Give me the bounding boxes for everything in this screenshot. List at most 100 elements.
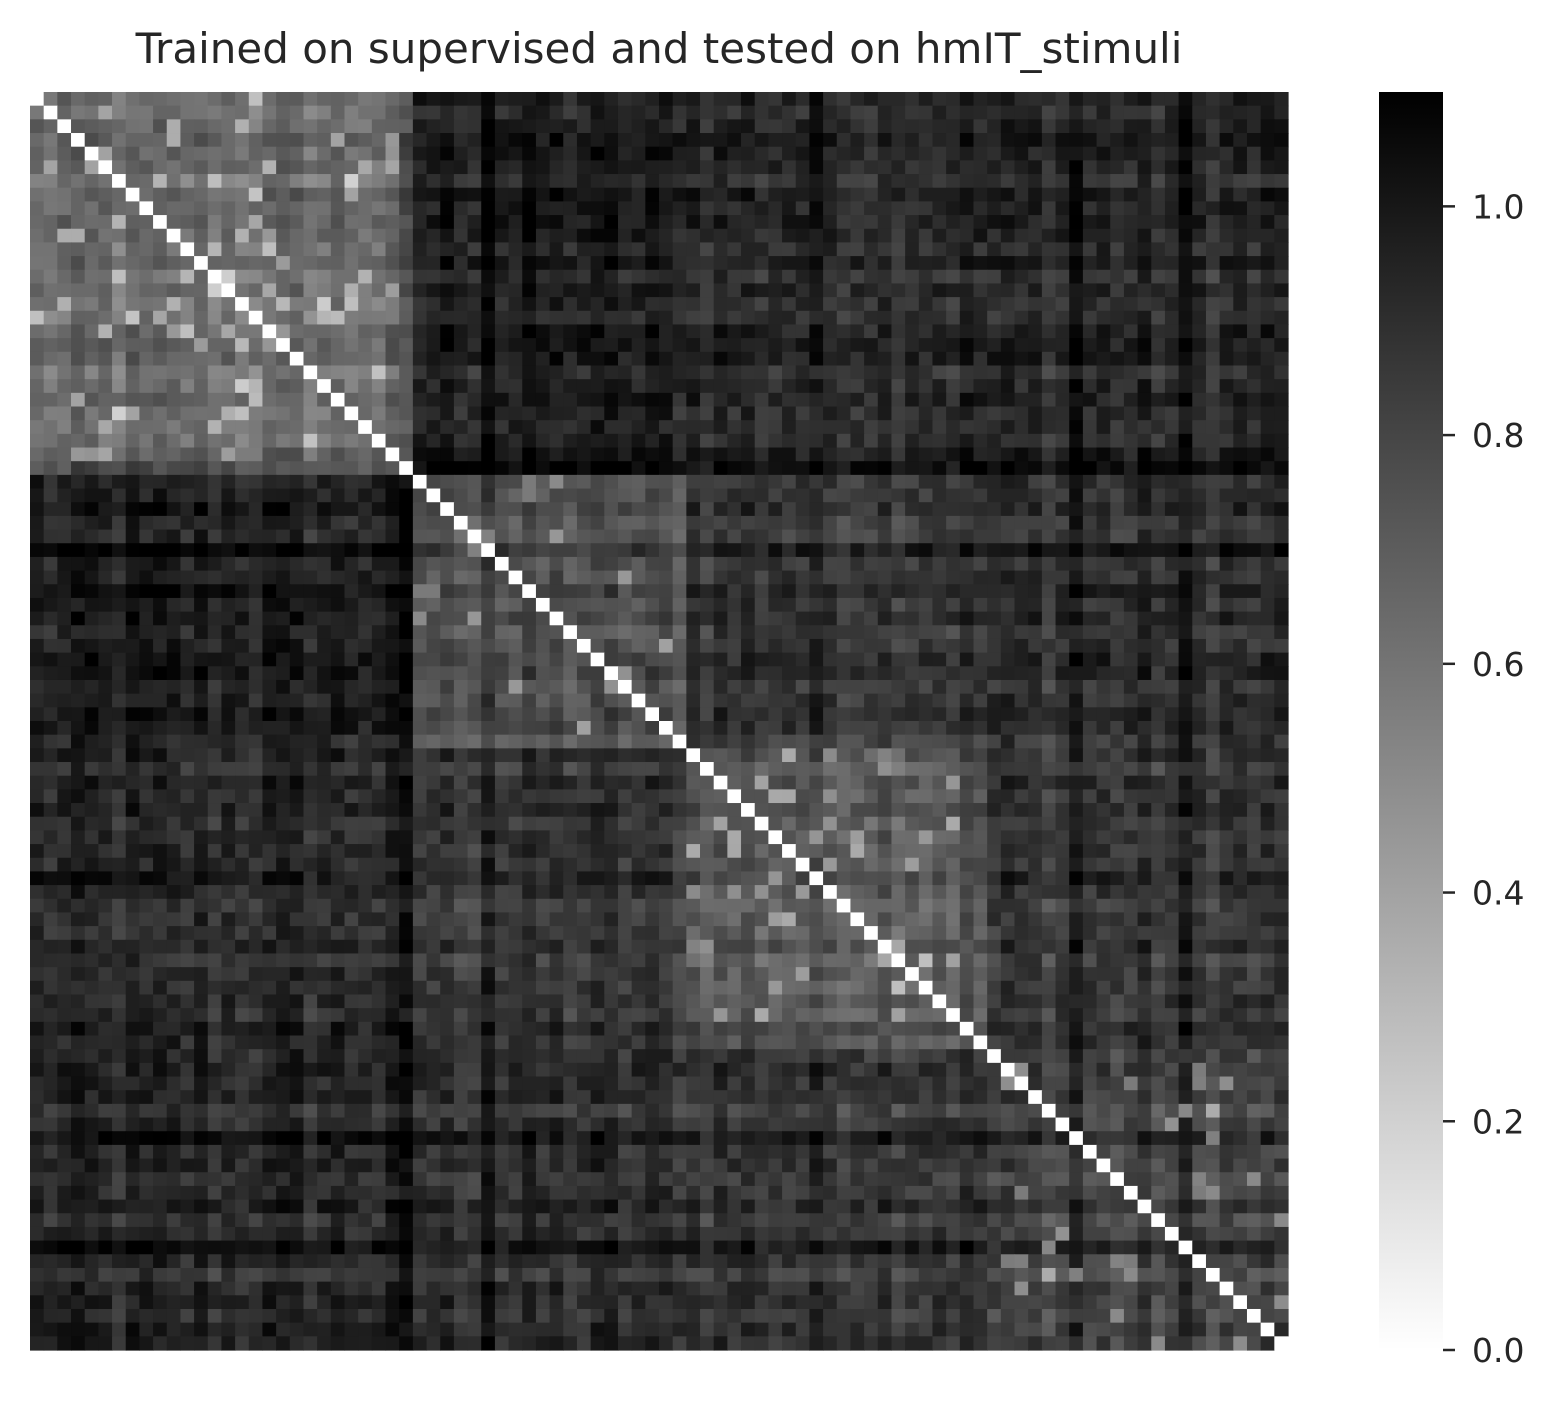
- heatmap-cell: [235, 379, 250, 394]
- heatmap-cell: [795, 365, 811, 380]
- heatmap-cell: [604, 570, 619, 585]
- heatmap-cell: [590, 174, 605, 189]
- heatmap-cell: [98, 474, 113, 490]
- heatmap-cell: [631, 256, 646, 271]
- heatmap-cell: [1055, 174, 1070, 189]
- heatmap-cell: [987, 105, 1002, 120]
- heatmap-cell: [112, 775, 127, 790]
- heatmap-cell: [508, 187, 523, 202]
- heatmap-cell: [371, 721, 387, 736]
- heatmap-cell: [576, 242, 592, 257]
- heatmap-cell: [139, 447, 154, 462]
- heatmap-cell: [358, 652, 373, 667]
- heatmap-cell: [481, 365, 496, 380]
- heatmap-cell: [631, 543, 646, 558]
- heatmap-cell: [877, 406, 893, 421]
- heatmap-cell: [1164, 502, 1180, 517]
- heatmap-cell: [782, 256, 797, 271]
- heatmap-cell: [973, 324, 988, 339]
- heatmap-cell: [1246, 174, 1262, 189]
- heatmap-cell: [1110, 215, 1125, 230]
- heatmap-cell: [576, 297, 592, 312]
- heatmap-cell: [481, 666, 496, 681]
- heatmap-cell: [672, 283, 687, 298]
- heatmap-cell: [850, 119, 865, 134]
- heatmap-cell: [576, 392, 592, 408]
- heatmap-cell: [836, 447, 852, 462]
- heatmap-cell: [84, 283, 99, 298]
- heatmap-cell: [330, 269, 346, 285]
- heatmap-cell: [727, 734, 742, 749]
- heatmap-cell: [823, 474, 838, 490]
- heatmap-cell: [727, 652, 742, 667]
- heatmap-cell: [371, 174, 387, 189]
- heatmap-cell: [344, 379, 359, 394]
- heatmap-cell: [713, 447, 728, 462]
- heatmap-cell: [412, 256, 428, 271]
- heatmap-cell: [1164, 638, 1180, 654]
- heatmap-cell: [317, 461, 332, 476]
- heatmap-cell: [563, 734, 578, 749]
- heatmap-cell: [71, 392, 86, 408]
- heatmap-cell: [576, 215, 592, 230]
- heatmap-cell: [727, 269, 742, 285]
- heatmap-cell: [795, 775, 811, 790]
- heatmap-cell: [1164, 351, 1180, 367]
- heatmap-cell: [440, 297, 455, 312]
- heatmap-cell: [440, 379, 455, 394]
- heatmap-cell: [453, 324, 469, 339]
- heatmap-cell: [1041, 365, 1057, 380]
- heatmap-cell: [207, 461, 223, 476]
- heatmap-cell: [481, 543, 496, 558]
- heatmap-cell: [385, 570, 400, 585]
- heatmap-cell: [604, 215, 619, 230]
- heatmap-cell: [1082, 584, 1098, 599]
- heatmap-cell: [84, 693, 99, 708]
- heatmap-cell: [262, 515, 277, 531]
- heatmap-cell: [700, 242, 715, 257]
- heatmap-cell: [303, 461, 318, 476]
- heatmap-cell: [959, 611, 975, 626]
- heatmap-cell: [207, 611, 223, 626]
- heatmap-cell: [453, 556, 469, 572]
- heatmap-cell: [235, 351, 250, 367]
- heatmap-cell: [330, 803, 346, 818]
- heatmap-cell: [590, 406, 605, 421]
- heatmap-cell: [700, 666, 715, 681]
- heatmap-cell: [248, 461, 264, 476]
- heatmap-cell: [43, 283, 58, 298]
- heatmap-cell: [385, 379, 400, 394]
- heatmap-cell: [467, 502, 482, 517]
- heatmap-cell: [672, 597, 687, 613]
- heatmap-cell: [836, 174, 852, 189]
- heatmap-cell: [522, 324, 537, 339]
- heatmap-cell: [399, 597, 414, 613]
- heatmap-cell: [918, 105, 934, 120]
- heatmap-cell: [549, 433, 564, 449]
- heatmap-cell: [1000, 324, 1016, 339]
- heatmap-cell: [1151, 379, 1166, 394]
- heatmap-cell: [1178, 529, 1193, 544]
- heatmap-cell: [153, 762, 168, 777]
- heatmap-cell: [604, 721, 619, 736]
- heatmap-cell: [1178, 679, 1193, 695]
- heatmap-cell: [1164, 187, 1180, 202]
- heatmap-cell: [235, 433, 250, 449]
- heatmap-cell: [809, 310, 824, 326]
- heatmap-cell: [1096, 488, 1111, 503]
- heatmap-cell: [1233, 297, 1248, 312]
- heatmap-cell: [221, 119, 236, 134]
- heatmap-cell: [823, 242, 838, 257]
- heatmap-cell: [84, 611, 99, 626]
- heatmap-cell: [1082, 310, 1098, 326]
- heatmap-cell: [1110, 789, 1125, 804]
- heatmap-cell: [262, 215, 277, 230]
- heatmap-cell: [1192, 611, 1207, 626]
- heatmap-cell: [1069, 215, 1084, 230]
- heatmap-cell: [686, 707, 701, 722]
- heatmap-cell: [1274, 488, 1289, 503]
- heatmap-cell: [1096, 666, 1111, 681]
- heatmap-cell: [973, 201, 988, 216]
- heatmap-cell: [932, 721, 947, 736]
- heatmap-cell: [508, 269, 523, 285]
